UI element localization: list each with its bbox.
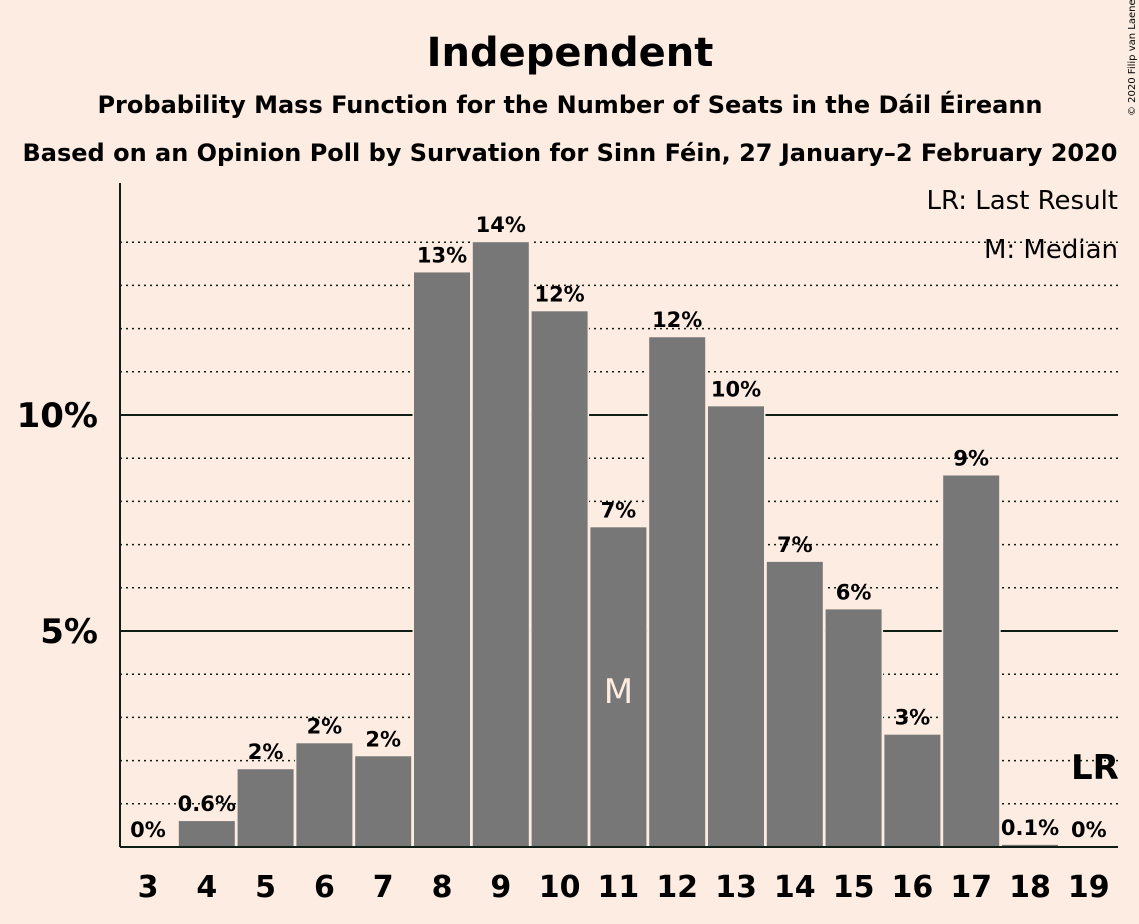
bar-value-label: 7%: [601, 498, 637, 522]
x-tick-label: 3: [138, 870, 159, 905]
bar-value-label: 3%: [895, 706, 931, 730]
x-tick-label: 17: [950, 870, 992, 905]
x-tick-label: 16: [892, 870, 934, 905]
x-tick-label: 18: [1009, 870, 1051, 905]
bar-value-label: 13%: [417, 243, 467, 267]
bar: [708, 406, 764, 847]
bars: [177, 240, 1060, 847]
chart-subtitle-2: Based on an Opinion Poll by Survation fo…: [23, 139, 1118, 167]
bar: [414, 272, 470, 847]
bar: [178, 821, 235, 847]
bar: [355, 756, 412, 847]
bar: [237, 769, 294, 847]
bar: [649, 337, 706, 847]
bar-value-label: 2%: [365, 727, 401, 751]
bar-value-label: 0%: [1071, 818, 1107, 842]
chart-title: Independent: [427, 30, 714, 76]
bar-value-label: 12%: [534, 282, 584, 306]
bar-value-label: 12%: [652, 308, 702, 332]
legend-last-result: LR: Last Result: [926, 186, 1118, 216]
chart-subtitle-1: Probability Mass Function for the Number…: [97, 90, 1042, 119]
x-tick-label: 9: [490, 870, 511, 905]
bar-value-label: 2%: [248, 740, 284, 764]
x-tick-label: 13: [715, 870, 757, 905]
x-tick-label: 6: [314, 870, 335, 905]
bar: [766, 561, 823, 847]
bar-value-label: 0.1%: [1001, 816, 1059, 840]
x-tick-label: 10: [539, 870, 581, 905]
median-marker: M: [604, 672, 633, 712]
legend-median: M: Median: [984, 235, 1118, 265]
x-tick-label: 8: [432, 870, 453, 905]
bar: [296, 743, 353, 847]
bar-value-label: 7%: [777, 533, 813, 557]
bar-value-label: 14%: [476, 213, 526, 237]
bar-value-label: 2%: [307, 714, 343, 738]
bar: [943, 475, 1000, 847]
bar: [590, 527, 647, 847]
x-tick-label: 11: [598, 870, 640, 905]
bar-value-label: 0%: [130, 818, 166, 842]
x-tick-label: 14: [774, 870, 816, 905]
bar: [884, 734, 941, 847]
x-tick-label: 12: [656, 870, 698, 905]
bar-value-label: 9%: [953, 446, 989, 470]
x-tick-label: 15: [833, 870, 875, 905]
axes: 5% 10% 3 4 5 6 7 8 9 10 11 12 13 14 15 16 17 18 19: [17, 183, 1118, 905]
bar-value-label: 0.6%: [178, 792, 236, 816]
last-result-marker: LR: [1071, 748, 1119, 788]
bar: [1002, 844, 1058, 847]
copyright-text: © 2020 Filip van Laenen: [1127, 0, 1138, 116]
y-tick-label: 5%: [40, 612, 98, 652]
data-labels: 0% 0.6% 2% 2% 2% 13% 14% 12% 7% M 12% 10% 7% 6% 3% 9% 0.…: [130, 213, 1119, 842]
bar-value-label: 10%: [711, 377, 761, 401]
bar: [531, 311, 588, 847]
y-tick-label: 10%: [17, 396, 98, 436]
bar: [825, 609, 882, 847]
x-tick-label: 4: [196, 870, 217, 905]
x-tick-label: 5: [255, 870, 276, 905]
x-tick-label: 19: [1068, 870, 1110, 905]
bar: [472, 242, 529, 847]
x-tick-label: 7: [373, 870, 394, 905]
bar-value-label: 6%: [836, 580, 872, 604]
